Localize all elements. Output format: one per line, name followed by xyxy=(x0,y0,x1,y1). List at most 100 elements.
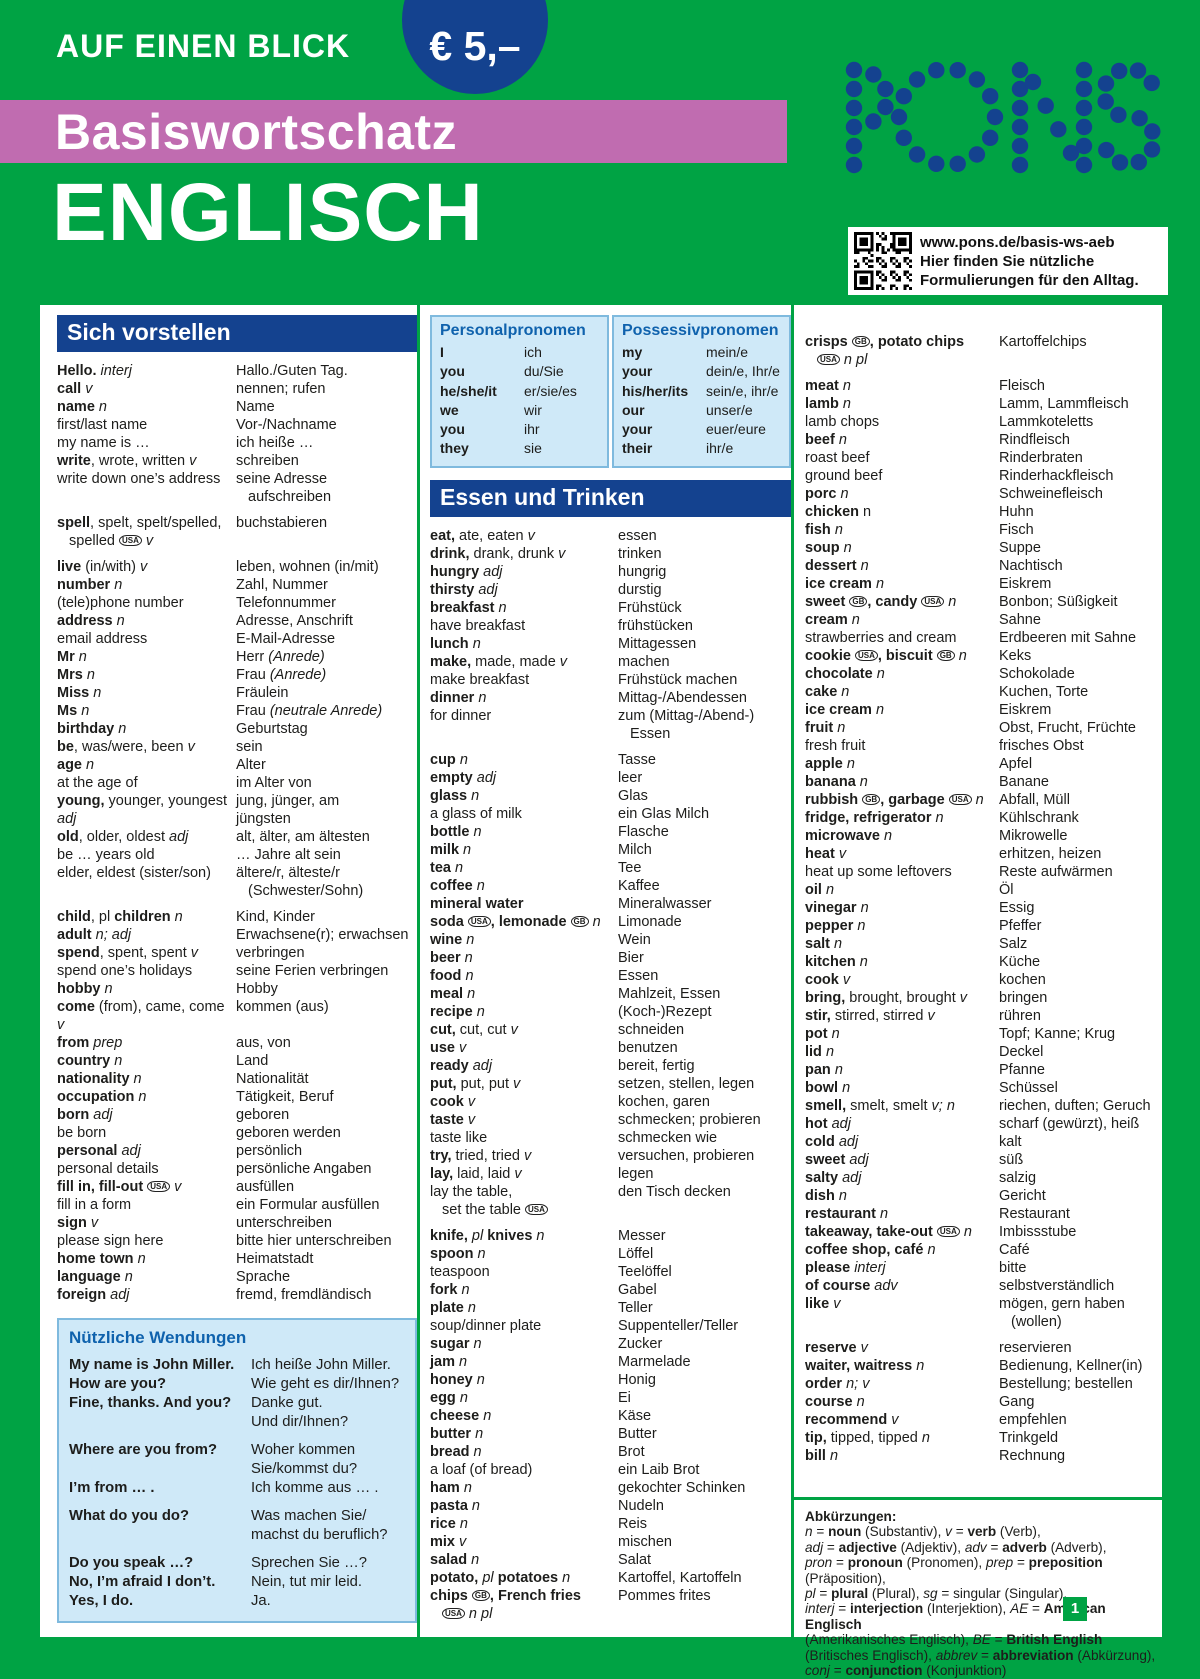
vocab-row: jam n Marmelade xyxy=(430,1353,691,1370)
gb-flag-icon: GB xyxy=(851,336,870,347)
vocab-row: cold adj kalt xyxy=(805,1134,1022,1150)
qr-code-icon xyxy=(854,232,912,290)
vocab-row: Mr n Herr (Anrede) xyxy=(57,649,325,665)
qr-panel: www.pons.de/basis-ws-aeb Hier finden Sie… xyxy=(848,227,1168,295)
vocab-row: old, older, oldest adj alt, älter, am ält… xyxy=(57,829,370,845)
gb-flag-icon: GB xyxy=(936,650,955,661)
vocab-row: takeaway, take-out USA n Imbissstube xyxy=(805,1224,1077,1240)
vocab-row: cake n Kuchen, Torte xyxy=(805,684,1089,700)
vocab-row: number n Zahl, Nummer xyxy=(57,577,328,593)
vocab-row: heat v erhitzen, heizen xyxy=(805,846,1102,862)
vocab-row: email address E-Mail-Adresse xyxy=(57,631,336,647)
vocab-row: (tele)phone number Telefonnummer xyxy=(57,595,336,611)
vocab-row: child, pl children n Kind, Kinder xyxy=(57,909,315,925)
vocab-row: like v mögen, gern haben (wollen) xyxy=(805,1296,1125,1330)
vocab-row: personal details persönliche Angaben xyxy=(57,1161,372,1177)
abbreviation-line: interj = interjection (Interjektion), AE… xyxy=(805,1601,1106,1632)
vocab-row: salt n Salz xyxy=(805,936,1028,952)
vocab-row: fish n Fisch xyxy=(805,522,1034,538)
vocab-row: smell, smelt, smelt v; n riechen, duften;… xyxy=(805,1098,1151,1114)
vocab-row: adult n; adj Erwachsene(r); erwachsen xyxy=(57,927,409,943)
vocab-row: My name is John Miller. Ich heiße John Mi… xyxy=(69,1357,391,1373)
column-divider-1 xyxy=(417,305,420,1637)
vocab-row: Do you speak …? Sprechen Sie …? xyxy=(69,1555,367,1571)
vocab-row: put, put, put v setzen, stellen, legen xyxy=(430,1075,755,1092)
possessive-pronouns-title: Possessivpronomen xyxy=(622,322,779,339)
vocab-row: sugar n Zucker xyxy=(430,1335,663,1352)
gb-flag-icon: GB xyxy=(849,596,868,607)
vocab-row: pepper n Pfeffer xyxy=(805,918,1042,934)
vocab-row: write down one’s address seine Adresse auf… xyxy=(57,471,332,505)
vocab-row: come (from), came, come v kommen (aus) xyxy=(57,999,329,1033)
vocab-row: honey n Honig xyxy=(430,1371,656,1388)
vocab-row: soup/dinner plate Suppenteller/Teller xyxy=(430,1317,739,1334)
vocab-row: write, wrote, written v schreiben xyxy=(57,453,299,469)
usa-flag-icon: USA xyxy=(854,650,878,661)
abbreviations-legend: Abkürzungen: n = noun (Substantiv), v = v… xyxy=(805,1509,1157,1678)
usa-flag-icon: USA xyxy=(442,1607,465,1619)
gb-flag-icon: GB xyxy=(471,1589,490,1601)
vocab-row: lay, laid, laid v legen xyxy=(430,1165,654,1182)
vocab-row: thirsty adj durstig xyxy=(430,581,662,598)
vocab-row: born adj geboren xyxy=(57,1107,290,1123)
vocab-row: tea n Tee xyxy=(430,859,642,876)
vocab-row: breakfast n Frühstück xyxy=(430,599,682,616)
vocab-row: meat n Fleisch xyxy=(805,378,1045,394)
vocab-row: fork n Gabel xyxy=(430,1281,657,1298)
vocab-row: our unser/e xyxy=(622,401,753,418)
vocab-row: from prep aus, von xyxy=(57,1035,291,1051)
vocab-row: taste like schmecken wie xyxy=(430,1129,718,1146)
vocab-row: elder, eldest (sister/son) ältere/r, älte… xyxy=(57,865,364,899)
vocab-row: dish n Gericht xyxy=(805,1188,1046,1204)
vocab-row: food n Essen xyxy=(430,967,659,984)
vocab-row: dessert n Nachtisch xyxy=(805,558,1063,574)
vocab-row: age n Alter xyxy=(57,757,266,773)
vocab-row: Hello. interj Hallo./Guten Tag. xyxy=(57,363,348,379)
vocab-row: lamb chops Lammkoteletts xyxy=(805,414,1094,430)
vocab-row: ham n gekochter Schinken xyxy=(430,1479,746,1496)
pons-logo xyxy=(845,61,1161,174)
possessive-pronouns-table: Possessivpronomen my mein/e your dein/e, Ih… xyxy=(612,315,791,468)
vocab-row: Yes, I do. Ja. xyxy=(69,1593,271,1609)
vocab-row: bread n Brot xyxy=(430,1443,645,1460)
vocab-row: banana n Banane xyxy=(805,774,1049,790)
vocab-row: wine n Wein xyxy=(430,931,651,948)
usa-flag-icon: USA xyxy=(525,1203,548,1215)
column-divider-2 xyxy=(791,305,794,1637)
vocab-row: recipe n (Koch-)Rezept xyxy=(430,1003,712,1020)
vocab-row: please interj bitte xyxy=(805,1260,1027,1276)
vocab-row: chocolate n Schokolade xyxy=(805,666,1075,682)
vocab-row: glass n Glas xyxy=(430,787,648,804)
vocab-row: restaurant n Restaurant xyxy=(805,1206,1070,1222)
abbreviation-line: adj = adjective (Adjektiv), adv = adverb… xyxy=(805,1539,1107,1555)
vocab-row: taste v schmecken; probieren xyxy=(430,1111,761,1128)
vocab-row: roast beef Rinderbraten xyxy=(805,450,1083,466)
vocab-row: rice n Reis xyxy=(430,1515,648,1532)
vocab-row: beef n Rindfleisch xyxy=(805,432,1070,448)
usa-flag-icon: USA xyxy=(118,535,142,546)
vocab-row: Miss n Fräulein xyxy=(57,685,289,701)
vocab-row: spend one’s holidays seine Ferien verbrin… xyxy=(57,963,389,979)
vocab-row: cut, cut, cut v schneiden xyxy=(430,1021,685,1038)
vocab-row: personal adj persönlich xyxy=(57,1143,303,1159)
section-header-sich-vorstellen: Sich vorstellen xyxy=(57,315,417,352)
vocab-row: for dinner zum (Mittag-/Abend-) Essen xyxy=(430,707,755,742)
vocab-row: pot n Topf; Kanne; Krug xyxy=(805,1026,1116,1042)
abbreviation-line: (Amerikanisches Englisch), BE = British … xyxy=(805,1632,1103,1648)
vocab-row: course n Gang xyxy=(805,1394,1035,1410)
vocab-row: rubbish GB, garbage USA n Abfall, Müll xyxy=(805,792,1070,808)
phrase-list: My name is John Miller. Ich heiße John Mi… xyxy=(69,1356,405,1611)
price-text: € 5,– xyxy=(429,23,521,69)
vocab-row: at the age of im Alter von xyxy=(57,775,312,791)
vocab-row: apple n Apfel xyxy=(805,756,1033,772)
qr-line: Hier finden Sie nützliche xyxy=(920,253,1095,270)
vocab-row: use v benutzen xyxy=(430,1039,678,1056)
vocab-list-food-right: crisps GB, potato chips USA n pl Kartoffel… xyxy=(805,333,1162,1465)
vocab-row: ice cream n Eiskrem xyxy=(805,576,1052,592)
vocab-row: coffee shop, café n Café xyxy=(805,1242,1030,1258)
vocab-row: you du/Sie xyxy=(440,363,564,380)
section-header-essen-und-trinken: Essen und Trinken xyxy=(430,479,791,517)
page-number: 1 xyxy=(1063,1597,1087,1621)
vocab-row: pan n Pfanne xyxy=(805,1062,1045,1078)
